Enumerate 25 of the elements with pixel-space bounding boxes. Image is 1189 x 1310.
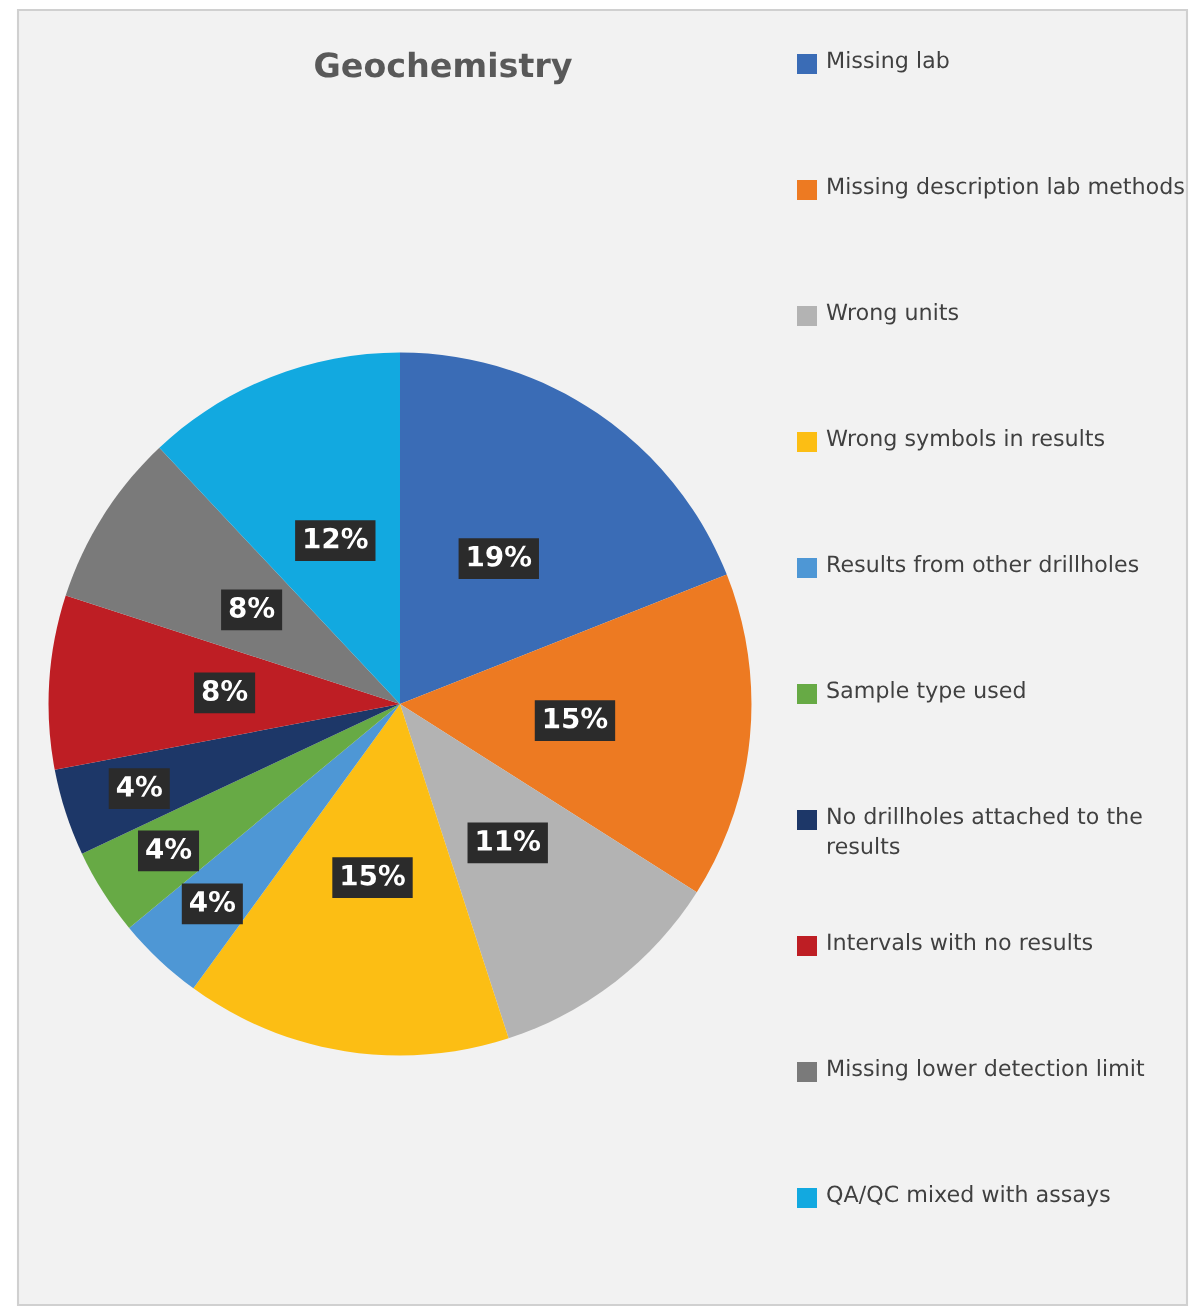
pie-slice <box>400 352 727 704</box>
legend-label: Missing description lab methods <box>828 177 1184 199</box>
legend-label: Missing lower detection limit <box>828 1059 1145 1081</box>
chart-title: Geochemistry <box>315 51 572 85</box>
legend-label: Wrong units <box>826 303 959 325</box>
pie-slice <box>65 447 400 704</box>
data-label: 15% <box>544 707 608 729</box>
data-label: 4% <box>116 775 162 797</box>
legend-label: Results from other drillholes <box>828 555 1139 573</box>
data-label: 19% <box>468 545 532 567</box>
data-label: 8% <box>202 680 248 702</box>
legend-label: Sample type used <box>827 681 1025 703</box>
data-label: 4% <box>146 837 192 859</box>
pie-slice <box>48 595 400 770</box>
legend-label: No drillholes attached to the results <box>828 807 1142 855</box>
legend-label: Intervals with no results <box>828 933 1093 951</box>
data-label: 4% <box>189 890 236 912</box>
data-label: 11% <box>477 829 541 851</box>
pie-slice <box>159 352 400 704</box>
legend-label: Wrong symbols in results <box>826 429 1105 451</box>
data-label: 8% <box>229 596 275 618</box>
data-label: 15% <box>342 864 405 886</box>
legend-label: QA/QC mixed with assays <box>827 1185 1110 1207</box>
legend-label: Missing lab <box>828 51 949 73</box>
data-label: 12% <box>305 527 368 549</box>
